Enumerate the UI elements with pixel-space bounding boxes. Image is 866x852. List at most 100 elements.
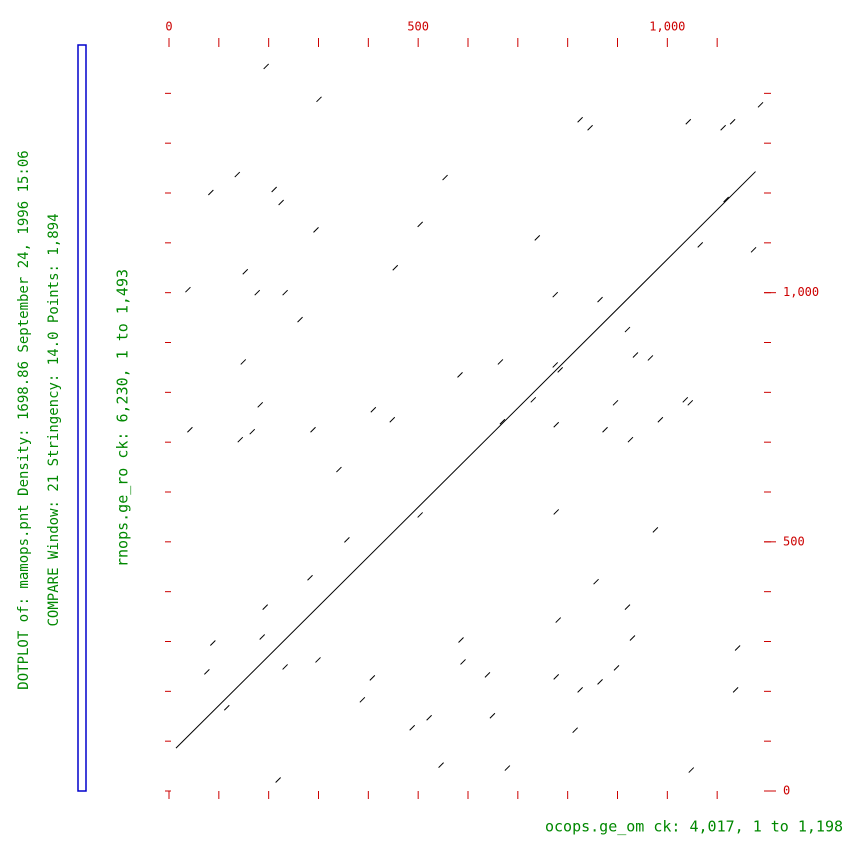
dot — [553, 421, 560, 428]
dot — [734, 645, 741, 651]
dot — [369, 675, 376, 681]
dot — [223, 704, 230, 711]
dot — [389, 416, 396, 423]
dot — [187, 426, 193, 433]
dot — [613, 665, 620, 671]
dot — [624, 604, 631, 610]
dot — [234, 171, 241, 178]
dot — [534, 235, 541, 241]
dot — [257, 401, 264, 408]
dot — [262, 604, 269, 610]
dot — [499, 418, 506, 425]
dot — [697, 241, 704, 248]
dot — [392, 264, 399, 271]
dot — [504, 765, 511, 771]
dot — [657, 416, 664, 423]
dot — [685, 118, 692, 125]
dot — [458, 637, 464, 643]
dot — [442, 174, 448, 181]
dot — [316, 96, 322, 103]
dot — [723, 196, 729, 203]
dot — [729, 118, 736, 125]
dot — [417, 221, 424, 228]
dot — [282, 289, 288, 296]
dot — [457, 372, 463, 378]
x-axis-label: ocops.ge_om ck: 4,017, 1 to 1,198 — [545, 818, 843, 836]
dot — [359, 696, 366, 703]
dot — [587, 124, 593, 131]
dot — [344, 536, 350, 543]
dot — [315, 657, 321, 663]
y-tick-label: 1,000 — [783, 285, 819, 299]
dot — [208, 189, 214, 196]
dot — [259, 634, 266, 640]
dot — [275, 777, 281, 783]
dot — [254, 289, 261, 296]
y-tick-label: 0 — [783, 784, 790, 798]
dot — [484, 672, 491, 678]
dot — [555, 617, 562, 623]
dot — [572, 727, 578, 734]
dot — [593, 578, 599, 585]
dot — [204, 669, 210, 675]
dot — [426, 714, 432, 721]
dot — [237, 436, 244, 443]
dot — [209, 640, 216, 646]
chart-subtitle: COMPARE Window: 21 Stringency: 14.0 Poin… — [46, 213, 62, 626]
dot — [757, 101, 764, 108]
dot — [632, 352, 639, 358]
diagonal-line — [175, 171, 756, 749]
dot — [577, 686, 583, 693]
y-tick-label: 500 — [783, 534, 805, 548]
dot — [553, 674, 560, 680]
x-tick-label: 500 — [407, 20, 429, 34]
dot — [242, 268, 249, 275]
dot — [278, 199, 284, 206]
dot — [489, 712, 496, 719]
dot — [720, 124, 726, 131]
dot — [271, 186, 278, 193]
dot — [310, 426, 316, 433]
dot — [552, 291, 559, 298]
dot — [438, 762, 444, 768]
dot — [682, 396, 689, 403]
dot — [732, 686, 739, 693]
dot — [750, 246, 757, 253]
dot — [282, 664, 288, 670]
y-axis-label: rnops.ge_ro ck: 6,230, 1 to 1,493 — [114, 269, 132, 567]
dot — [597, 679, 603, 685]
dot — [313, 227, 319, 233]
dot — [249, 428, 256, 435]
dot — [687, 399, 694, 406]
dot — [185, 286, 191, 293]
dot — [652, 527, 659, 533]
frame-bar — [77, 44, 87, 792]
dot — [409, 724, 416, 731]
dot — [336, 466, 342, 473]
chart-title: DOTPLOT of: mamops.pnt Density: 1698.86 … — [16, 150, 32, 689]
dot — [612, 399, 619, 406]
dot — [553, 509, 560, 515]
dot — [688, 767, 695, 773]
dot — [263, 63, 270, 70]
dot — [307, 574, 313, 581]
dot — [627, 436, 634, 443]
dot — [577, 116, 583, 123]
dot — [602, 426, 608, 433]
dot — [629, 635, 636, 641]
dot — [530, 396, 537, 403]
dot — [597, 296, 603, 303]
x-tick-label: 0 — [165, 20, 172, 34]
dot — [624, 326, 631, 333]
dot — [297, 316, 303, 323]
dot — [647, 355, 654, 361]
dot — [557, 367, 564, 373]
dot — [460, 659, 466, 665]
dot — [240, 359, 247, 365]
dot — [497, 359, 504, 365]
x-tick-label: 1,000 — [649, 20, 685, 34]
dot — [370, 406, 377, 413]
dot — [417, 512, 424, 518]
